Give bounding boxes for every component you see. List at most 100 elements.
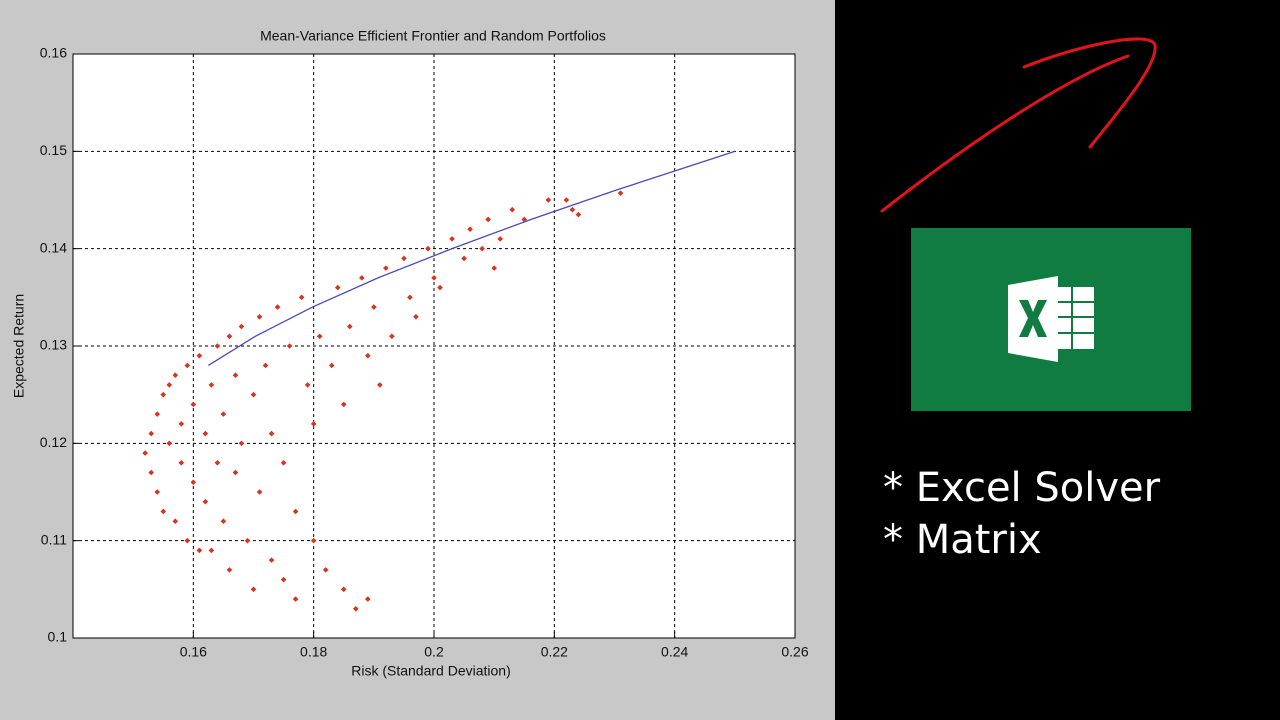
scatter-point (256, 314, 263, 320)
scatter-point (196, 547, 203, 554)
scatter-point (575, 211, 582, 218)
scatter-point (220, 411, 227, 417)
y-tick-label: 0.1 (48, 629, 68, 645)
scatter-point (202, 430, 209, 437)
y-tick-label: 0.15 (40, 142, 67, 158)
scatter-point (401, 255, 407, 262)
scatter-point (286, 343, 293, 349)
x-tick-label: 0.24 (661, 644, 688, 660)
scatter-point (365, 352, 371, 359)
scatter-point (334, 284, 341, 291)
x-tick-label: 0.16 (180, 644, 207, 660)
y-tick-label: 0.16 (40, 45, 67, 61)
scatter-point (262, 362, 269, 369)
chart-title: Mean-Variance Efficient Frontier and Ran… (260, 28, 606, 44)
scatter-point (292, 508, 299, 515)
scatter-point (298, 294, 305, 301)
scatter-point (166, 440, 173, 447)
excel-logo (1008, 276, 1094, 362)
scatter-point (485, 216, 491, 223)
scatter-point (268, 557, 275, 563)
scatter-point (310, 421, 317, 427)
scatter-point (280, 576, 287, 583)
scatter-point (617, 190, 624, 196)
scatter-point (196, 352, 203, 359)
x-tick-label: 0.18 (300, 644, 327, 660)
scatter-point (142, 450, 148, 456)
scatter-point (220, 518, 227, 524)
x-tick-label: 0.2 (424, 644, 444, 660)
scatter-point (190, 401, 197, 408)
scatter-point (238, 440, 245, 447)
scatter-point (377, 382, 383, 388)
scatter-point (352, 606, 359, 612)
scatter-point (256, 489, 263, 495)
scatter-point (232, 372, 239, 378)
scatter-point (340, 401, 347, 408)
scatter-point (148, 469, 155, 476)
y-tick-label: 0.13 (40, 337, 67, 353)
scatter-point (467, 226, 473, 232)
scatter-point (437, 284, 443, 291)
scatter-point (190, 479, 197, 486)
scatter-point (413, 314, 419, 320)
scatter-point (166, 382, 173, 388)
frontier-line (208, 150, 736, 367)
scatter-point (208, 382, 215, 388)
scatter-point (322, 567, 329, 573)
scatter-point (389, 333, 395, 340)
scatter-point (178, 421, 185, 427)
arrow (880, 37, 1157, 213)
scatter-point (316, 333, 323, 340)
y-tick-label: 0.12 (40, 434, 67, 450)
scatter-point (383, 265, 389, 271)
scatter-point (214, 343, 221, 349)
y-axis-label: Expected Return (11, 294, 27, 398)
scatter-point (160, 391, 167, 398)
scatter-point (214, 460, 221, 466)
scatter-point (226, 567, 233, 573)
scatter-point (226, 333, 233, 340)
scatter-point (154, 489, 161, 495)
scatter-point (371, 304, 377, 310)
scatter-point (569, 206, 576, 213)
scatter-point (304, 382, 311, 388)
plot: 0.1 0.11 0.12 0.13 0.14 0.15 0.16 0.16 0.18 0.2 0.… (40, 45, 809, 660)
scatter-point (178, 460, 185, 466)
scatter-point (431, 275, 437, 281)
x-tick-label: 0.22 (541, 644, 568, 660)
scatter-point (154, 411, 161, 417)
scatter-point (172, 372, 179, 378)
scatter-point (280, 460, 287, 466)
scatter-point (160, 508, 167, 515)
scatter-point (563, 197, 570, 203)
scatter-point (250, 391, 257, 398)
bullet-text: * Matrix (883, 517, 1042, 563)
scatter-point (521, 216, 528, 223)
scatter-point (461, 255, 467, 262)
scatter-point (328, 362, 335, 369)
scatter-point (292, 596, 299, 602)
x-tick-label: 0.26 (781, 644, 808, 660)
scatter-point (425, 245, 431, 252)
scatter-point (346, 323, 353, 330)
scatter-point (310, 537, 317, 544)
scatter-point (184, 362, 191, 369)
scatter-point (184, 537, 191, 544)
scatter-point (497, 236, 503, 242)
scatter-point (268, 430, 275, 437)
y-tick-label: 0.14 (40, 239, 67, 255)
scatter-point (407, 294, 413, 301)
scatter-point (250, 586, 257, 593)
scatter-point (202, 498, 209, 505)
scatter-point (359, 275, 365, 281)
bullet-text: * Excel Solver (883, 465, 1161, 511)
scatter-point (545, 197, 552, 203)
scatter-point (449, 236, 455, 242)
x-axis-label: Risk (Standard Deviation) (351, 663, 511, 679)
scatter-point (340, 586, 347, 593)
y-tick-label: 0.11 (41, 531, 67, 547)
scatter-point (232, 469, 239, 476)
